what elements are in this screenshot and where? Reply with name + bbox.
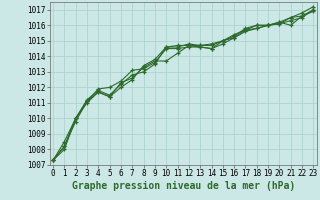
X-axis label: Graphe pression niveau de la mer (hPa): Graphe pression niveau de la mer (hPa) [72, 181, 295, 191]
